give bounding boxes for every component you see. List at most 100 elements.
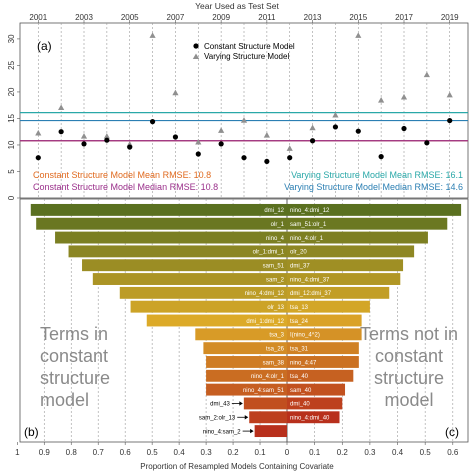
constant-point	[172, 134, 179, 140]
panel-c-bar	[287, 217, 448, 230]
panel-c-bar	[287, 356, 359, 368]
panel-c-bar-label: tsa_31	[290, 346, 309, 352]
varying-point	[309, 124, 316, 131]
panel-b-tick-label: 0	[285, 448, 290, 457]
top-tick-label: 2005	[121, 13, 139, 22]
panel-b-bar-label: olr_1:dmi_1	[253, 250, 285, 256]
panels-b-c: dmi_12olr_1nino_4olr_1:dmi_1sam_51sam_2n…	[15, 198, 469, 471]
varying-point	[58, 104, 65, 111]
x-axis-label: Proportion of Resampled Models Containin…	[140, 462, 334, 471]
panel-c-bar-label: tsa_24	[290, 319, 309, 325]
panel-c-bar	[287, 342, 359, 355]
panel-c-tick-label: 0.4	[392, 448, 404, 457]
panel-b-bar	[130, 300, 287, 313]
panel-c-bar	[287, 383, 346, 396]
y-tick-label: 0	[7, 195, 16, 200]
panel-b-bar-label: olr_13	[267, 305, 284, 311]
annotation-varying-median: Varying Structure Model Median RMSE: 14.…	[284, 182, 463, 192]
panel-b-bar-label: nino_4:sam_51	[243, 388, 285, 394]
panel-b-bar	[195, 328, 287, 341]
panel-c-bar	[287, 259, 404, 272]
constant-point	[424, 140, 430, 146]
varying-point	[446, 91, 453, 98]
panel-b-bar-label: dmi_12	[264, 208, 284, 214]
panel-b-bar	[68, 245, 287, 258]
varying-point	[240, 117, 248, 123]
constant-point	[447, 117, 453, 124]
panel-b-note-line-3: structure	[40, 368, 110, 388]
panel-b-note-line-4: model	[40, 390, 89, 410]
panel-c-bar-label: sam_51:olr_1	[290, 222, 327, 228]
panel-b-tick-label: 0.4	[174, 448, 186, 457]
panel-c-bar	[287, 300, 370, 313]
panel-a-points	[35, 32, 453, 165]
panel-c-bar-label: nino_4:olr_1	[290, 236, 324, 242]
constant-point	[241, 155, 247, 161]
panel-c-label: (c)	[445, 425, 459, 439]
panel-c-bar	[287, 286, 390, 299]
constant-point	[287, 155, 293, 161]
panel-c-bar	[287, 273, 401, 285]
top-axis-ticks: 2001 2003 2005 2007 2009 2011 2013 2015 2017 2019	[29, 13, 459, 23]
panel-b-bar	[119, 286, 288, 299]
varying-point	[400, 93, 408, 100]
varying-point	[332, 111, 339, 118]
constant-point	[127, 144, 133, 150]
panel-b-bar	[146, 314, 287, 327]
panel-c-bar-label: nino_4:dmi_12	[290, 208, 330, 214]
y-tick-label: 5	[7, 169, 16, 174]
varying-point	[423, 71, 430, 78]
panel-b-bar	[249, 411, 287, 424]
panel-b-tick-label: 0.5	[147, 448, 159, 457]
panel-a: Year Used as Test Set 2001 2003 2005 2007 20…	[7, 1, 469, 200]
panel-c-bar	[287, 369, 354, 382]
top-tick-label: 2001	[29, 13, 47, 22]
top-tick-label: 2017	[395, 13, 413, 22]
panel-b-bar	[206, 369, 287, 382]
constant-point	[218, 141, 224, 147]
annotation-varying-mean: Varying Structure Model Mean RMSE: 16.1	[291, 170, 463, 180]
y-tick-label: 30	[7, 34, 16, 43]
panel-c-note-line-2: constant	[375, 346, 443, 366]
varying-point	[355, 32, 362, 38]
panel-a-gridlines	[37, 23, 451, 198]
panel-b-bar-label: sam_2	[266, 277, 285, 283]
arrow-head	[239, 401, 243, 406]
constant-point	[378, 154, 384, 160]
panel-b-bar	[243, 397, 287, 410]
y-tick-label: 15	[7, 113, 16, 122]
panel-b-tick-label: 0.1	[254, 448, 266, 457]
varying-point	[172, 89, 179, 96]
panel-c-note: Terms not in constant structure model	[360, 324, 458, 410]
panel-b-bar-label: olr_1	[271, 222, 285, 228]
legend-entry-varying: Varying Structure Model	[204, 52, 289, 61]
panel-b-note-line-2: constant	[40, 346, 108, 366]
panel-b-bar	[206, 383, 287, 396]
panel-c-note-line-1: Terms not in	[360, 324, 458, 344]
panel-b-bar-label: nino_4:olr_1	[251, 374, 285, 380]
panel-c-bar-label: tsa_40	[290, 374, 309, 380]
panel-b-bar-label: tsa_26	[266, 346, 285, 352]
panel-b-tick-label: 0.6	[120, 448, 132, 457]
panel-b-bar-label: sam_51	[263, 264, 285, 270]
panel-c-note-line-4: model	[384, 390, 433, 410]
constant-point	[58, 129, 64, 135]
legend-circle-marker	[193, 43, 199, 49]
panel-c-tick-label: 0.2	[337, 448, 349, 457]
legend-entry-constant: Constant Structure Model	[204, 42, 295, 51]
panel-b-bar-label: nino_4:sam_2	[203, 429, 241, 435]
panel-b-note-line-1: Terms in	[40, 324, 108, 344]
arrow-head	[244, 415, 249, 420]
panel-a-legend: Constant Structure Model Varying Structu…	[192, 42, 295, 61]
panel-c-bar-label: olr_20	[290, 250, 307, 256]
annotation-constant-mean: Constant Structure Model Mean RMSE: 10.8	[33, 170, 211, 180]
panel-b-bar-label: nino_4	[266, 236, 285, 242]
panel-b-label: (b)	[24, 425, 39, 439]
panel-b-bar-label: sam_38	[263, 360, 285, 366]
panel-b-bar	[30, 203, 288, 216]
panel-b-bar-label: dmi_1:dmi_12	[246, 319, 284, 325]
varying-point	[378, 97, 385, 103]
panel-c-bar-label: dmi_37	[290, 264, 310, 270]
panel-c-x-ticks: 0.1 0.2 0.3 0.4 0.5 0.6	[309, 442, 459, 457]
